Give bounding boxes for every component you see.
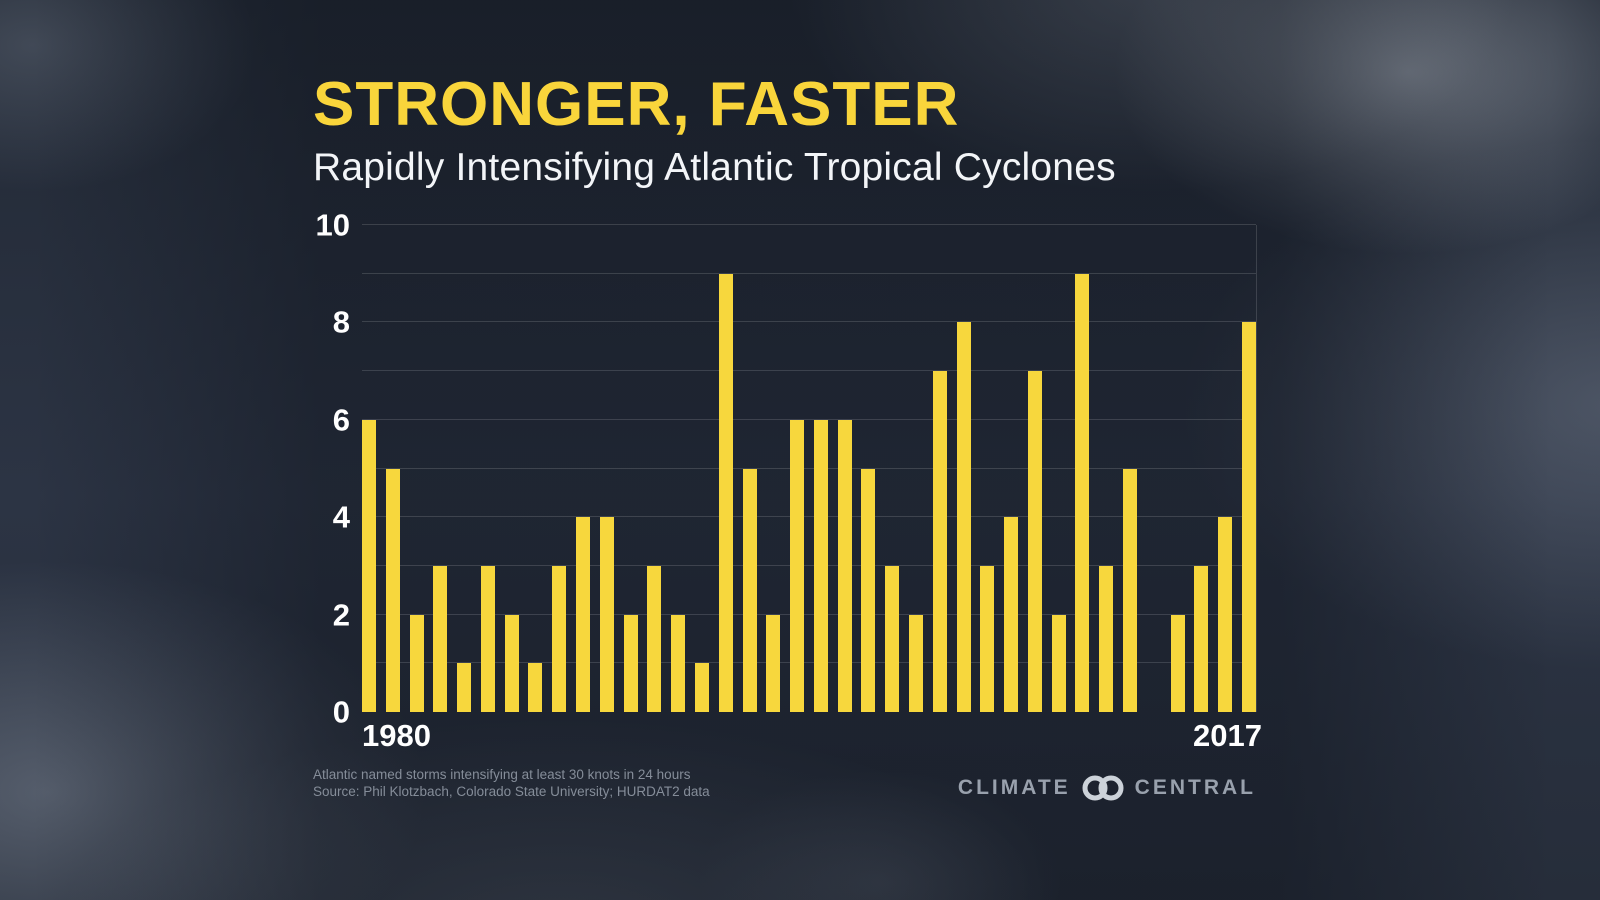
bar-1982	[409, 614, 424, 712]
bar-2016	[1218, 517, 1233, 712]
gridline-7	[362, 370, 1256, 372]
bar-1985	[480, 565, 495, 712]
bar-1991	[623, 614, 638, 712]
bar-2014	[1170, 614, 1185, 712]
bar-1993	[671, 614, 686, 712]
x-axis: 1980 2017	[362, 718, 1262, 754]
bar-1980	[362, 419, 376, 712]
y-tick-6: 6	[332, 402, 350, 438]
y-tick-2: 2	[332, 597, 350, 633]
y-tick-0: 0	[332, 694, 350, 730]
bar-1994	[694, 663, 709, 712]
bar-1981	[385, 468, 400, 712]
bar-2002	[885, 565, 900, 712]
bar-2011	[1099, 565, 1114, 712]
bar-2006	[980, 565, 995, 712]
bar-1987	[528, 663, 543, 712]
bar-1996	[742, 468, 757, 712]
gridline-5	[362, 467, 1256, 469]
plot-area	[362, 224, 1257, 712]
gridline-1	[362, 662, 1256, 664]
bar-2010	[1075, 273, 1090, 712]
bar-2017	[1241, 322, 1256, 712]
gridline-8	[362, 321, 1256, 323]
x-axis-label-end: 2017	[1193, 718, 1262, 753]
climate-central-rings-icon	[1080, 773, 1126, 803]
bar-1995	[718, 273, 733, 712]
bar-2015	[1194, 565, 1209, 712]
bar-2009	[1051, 614, 1066, 712]
footnotes: Atlantic named storms intensifying at le…	[313, 766, 710, 800]
bar-2001	[861, 468, 876, 712]
bar-1998	[790, 419, 805, 712]
climate-central-logo: CLIMATE CENTRAL	[958, 772, 1256, 804]
bar-1984	[457, 663, 472, 712]
gridline-10	[362, 224, 1256, 225]
bar-1992	[647, 565, 662, 712]
x-axis-label-start: 1980	[362, 718, 431, 753]
y-tick-10: 10	[315, 207, 350, 243]
bar-2012	[1123, 468, 1137, 712]
logo-text-central: CENTRAL	[1134, 776, 1256, 799]
gridline-6	[362, 418, 1256, 420]
page-title: STRONGER, FASTER	[313, 70, 960, 139]
bar-2008	[1027, 371, 1042, 712]
subtitle: Rapidly Intensifying Atlantic Tropical C…	[313, 146, 1116, 189]
gridline-3	[362, 564, 1256, 566]
gridline-9	[362, 272, 1256, 274]
gridline-4	[362, 516, 1256, 518]
bar-2007	[1004, 517, 1019, 712]
source-note: Source: Phil Klotzbach, Colorado State U…	[313, 784, 710, 799]
y-tick-8: 8	[332, 304, 350, 340]
bar-1986	[504, 614, 519, 712]
bar-2003	[908, 614, 923, 712]
gridline-2	[362, 613, 1256, 615]
bar-1999	[813, 419, 828, 712]
bar-1988	[552, 565, 567, 712]
bar-1989	[576, 517, 591, 712]
bar-2004	[932, 371, 947, 712]
bar-1983	[433, 565, 448, 712]
bars-group	[362, 225, 1256, 712]
y-axis: 0 2 4 6 8 10	[262, 210, 350, 728]
bar-2005	[956, 322, 971, 712]
chart-note: Atlantic named storms intensifying at le…	[313, 767, 691, 782]
logo-text-climate: CLIMATE	[957, 776, 1071, 799]
y-tick-4: 4	[332, 499, 350, 535]
bar-1990	[599, 517, 614, 712]
bar-1997	[766, 614, 781, 712]
bar-2000	[837, 419, 852, 712]
